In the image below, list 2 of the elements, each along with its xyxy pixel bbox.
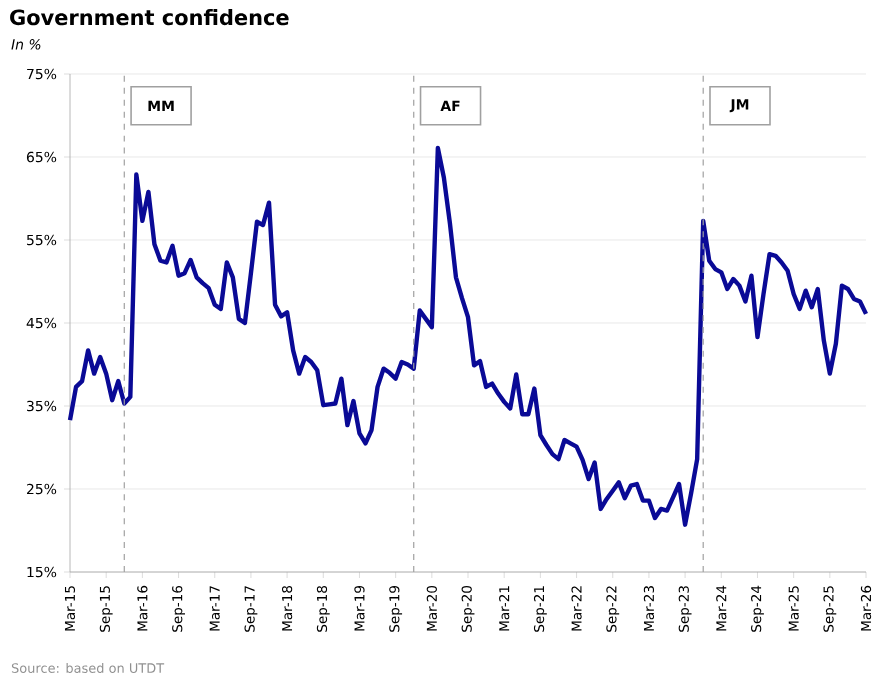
- line-series: [67, 145, 869, 527]
- chart-title: Government confidence: [10, 9, 289, 26]
